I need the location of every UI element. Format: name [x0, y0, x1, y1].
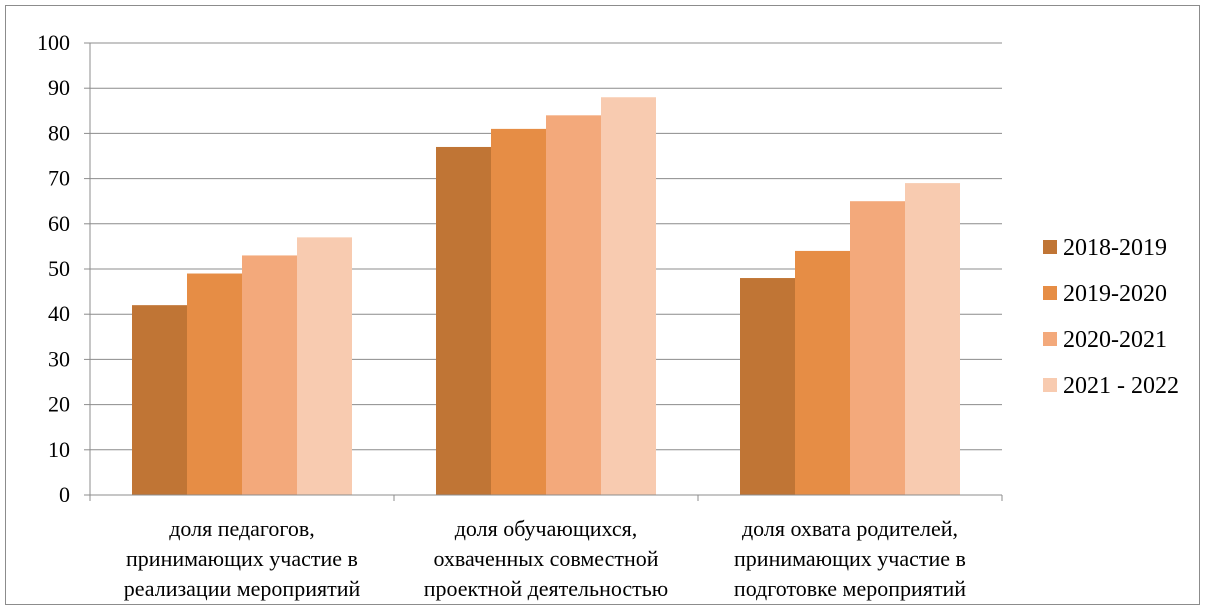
bar	[132, 305, 187, 495]
y-tick-label: 50	[48, 256, 70, 281]
bar	[546, 115, 601, 495]
legend: 2018-2019 2019-2020 2020-2021 2021 - 2022	[1043, 235, 1179, 399]
bar	[297, 237, 352, 496]
category-label-line: проектной деятельностью	[424, 576, 669, 601]
bar	[491, 128, 546, 495]
category-label-line: доля педагогов,	[169, 516, 315, 541]
legend-label: 2021 - 2022	[1063, 373, 1179, 399]
category-label-line: доля охвата родителей,	[742, 516, 958, 541]
category-label-line: принимающих участие в	[734, 546, 966, 571]
y-tick-label: 20	[48, 392, 70, 417]
y-tick-label: 100	[37, 30, 70, 55]
bar	[436, 146, 491, 495]
category-label-line: принимающих участие в	[126, 546, 358, 571]
y-tick-label: 90	[48, 75, 70, 100]
category-labels: доля педагогов, принимающих участие в реал…	[124, 516, 967, 601]
y-tick-label: 80	[48, 120, 70, 145]
bar	[905, 183, 960, 495]
y-tick-labels: 0 10 20 30 40 50 60 70 80 90 100	[37, 30, 70, 507]
category-label-line: доля обучающихся,	[455, 516, 638, 541]
bar	[850, 201, 905, 495]
bar	[242, 255, 297, 495]
y-tick-label: 40	[48, 301, 70, 326]
y-tick-label: 10	[48, 437, 70, 462]
legend-swatch	[1043, 286, 1057, 300]
legend-label: 2019-2020	[1063, 281, 1167, 307]
legend-swatch	[1043, 240, 1057, 254]
y-tick-label: 70	[48, 166, 70, 191]
category-label-line: подготовке мероприятий	[734, 576, 966, 601]
y-tick-label: 30	[48, 346, 70, 371]
y-tick-label: 60	[48, 211, 70, 236]
category-label-line: реализации мероприятий	[124, 576, 361, 601]
legend-label: 2020-2021	[1063, 327, 1167, 353]
bar	[740, 278, 795, 495]
legend-swatch	[1043, 378, 1057, 392]
bar	[601, 97, 656, 496]
bars	[132, 97, 960, 496]
legend-swatch	[1043, 332, 1057, 346]
legend-label: 2018-2019	[1063, 235, 1167, 261]
bar	[187, 273, 242, 495]
axes	[84, 42, 1003, 501]
y-tick-label: 0	[59, 482, 70, 507]
bar	[795, 250, 850, 495]
category-label-line: охваченных совместной	[433, 546, 658, 571]
